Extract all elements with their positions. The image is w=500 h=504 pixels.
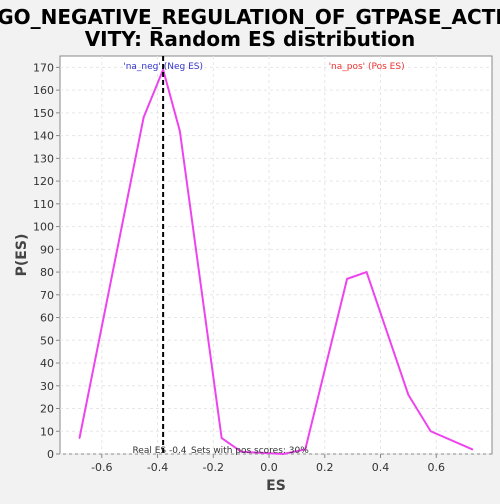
data-point <box>143 117 145 119</box>
data-point <box>408 394 410 396</box>
neg-es-label: 'na_neg' (Neg ES) <box>123 62 203 72</box>
y-tick-label: 160 <box>33 84 54 97</box>
data-point <box>221 437 223 439</box>
chart-title-line-2: VITY: Random ES distribution <box>85 27 416 51</box>
y-tick-label: 90 <box>40 243 54 256</box>
y-tick-label: 20 <box>40 403 54 416</box>
y-tick-label: 140 <box>33 130 54 143</box>
chart-title: GO_NEGATIVE_REGULATION_OF_GTPASE_ACTI VI… <box>0 5 500 51</box>
x-axis-label: ES <box>266 478 286 494</box>
data-point <box>366 271 368 273</box>
y-axis-label: P(ES) <box>14 234 30 277</box>
x-tick-label: -0.6 <box>91 461 112 474</box>
x-tick-label: 0.4 <box>372 461 390 474</box>
data-point <box>79 437 81 439</box>
x-tick-label: -0.4 <box>147 461 168 474</box>
y-tick-label: 120 <box>33 175 54 188</box>
x-tick-label: 0.2 <box>316 461 334 474</box>
real-es-label: Real ES -0.4 <box>132 446 186 456</box>
y-tick-label: 110 <box>33 198 54 211</box>
y-tick-label: 60 <box>40 312 54 325</box>
y-tick-label: 30 <box>40 380 54 393</box>
data-point <box>346 278 348 280</box>
y-tick-label: 50 <box>40 334 54 347</box>
x-tick-label: 0.0 <box>260 461 278 474</box>
plot-area <box>60 56 492 454</box>
data-point <box>430 430 432 432</box>
y-tick-label: 80 <box>40 266 54 279</box>
chart-title-line-1: GO_NEGATIVE_REGULATION_OF_GTPASE_ACTI <box>0 5 500 29</box>
data-point <box>179 130 181 132</box>
x-tick-label: -0.2 <box>203 461 224 474</box>
x-tick-label: 0.6 <box>428 461 446 474</box>
y-tick-label: 130 <box>33 152 54 165</box>
data-point <box>472 449 474 451</box>
y-tick-label: 0 <box>47 448 54 461</box>
y-tick-label: 40 <box>40 357 54 370</box>
pos-scores-label: Sets with pos scores: 30% <box>191 446 309 456</box>
y-tick-label: 100 <box>33 221 54 234</box>
y-tick-label: 10 <box>40 425 54 438</box>
y-tick-label: 70 <box>40 289 54 302</box>
y-tick-label: 150 <box>33 107 54 120</box>
y-tick-label: 170 <box>33 61 54 74</box>
pos-es-label: 'na_pos' (Pos ES) <box>329 62 405 72</box>
